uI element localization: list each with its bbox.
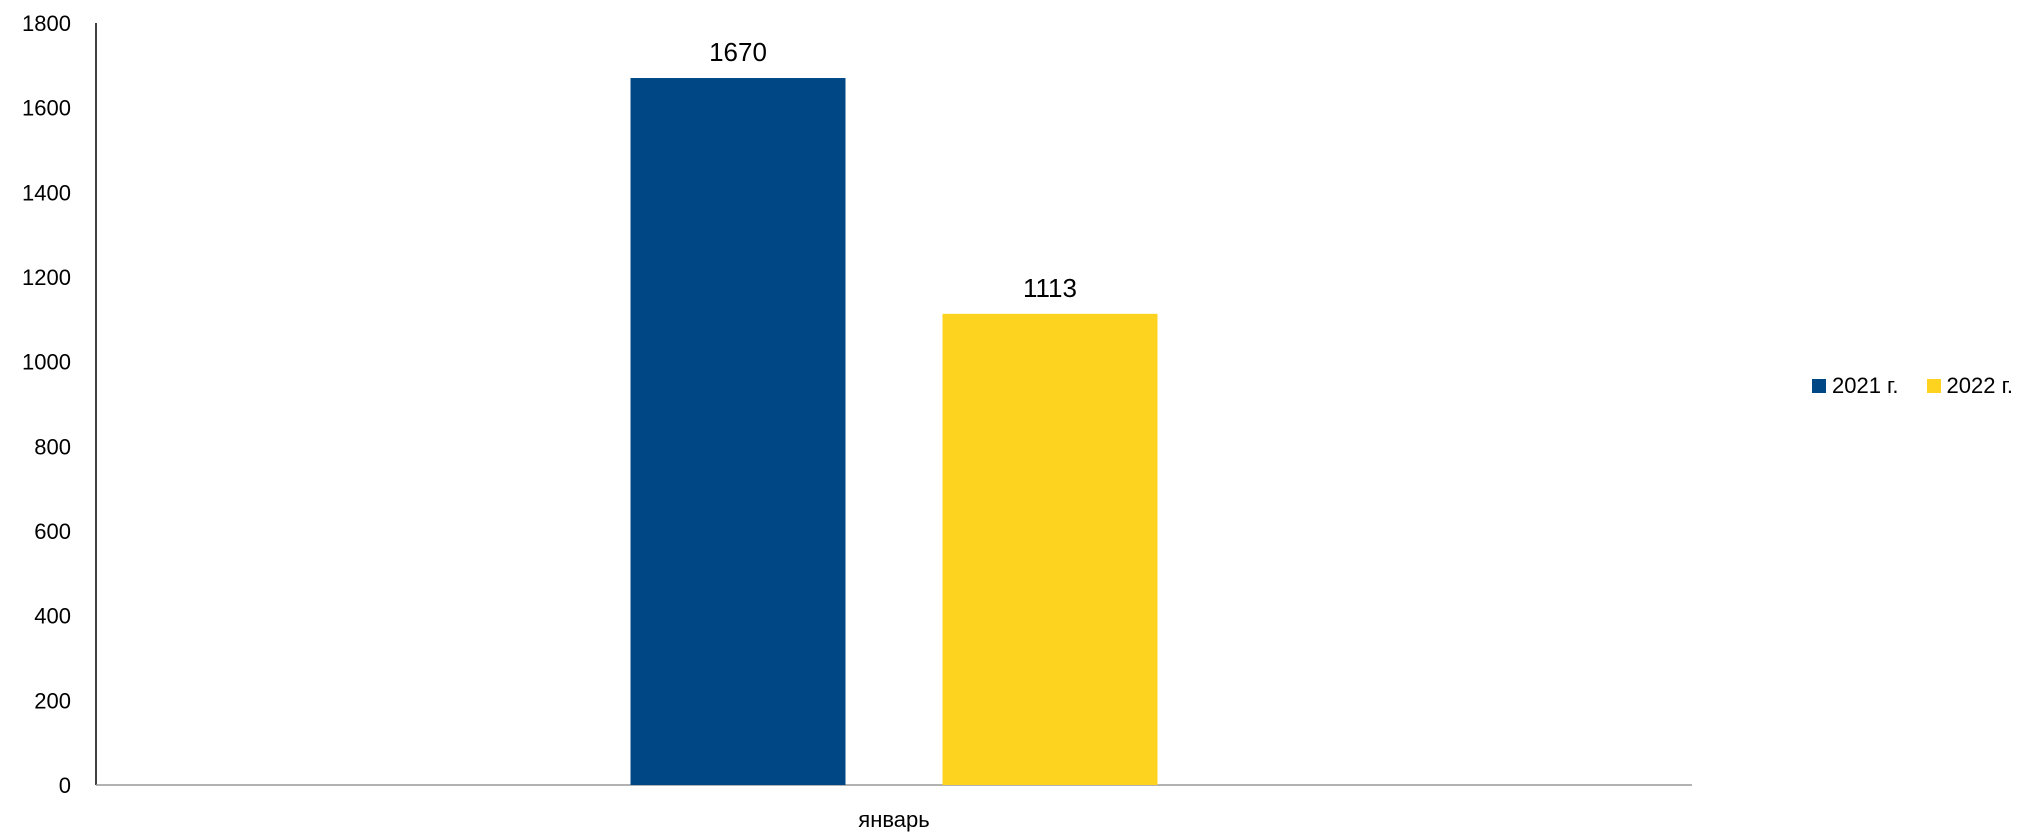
bar-2021 xyxy=(630,78,846,786)
y-tick-label: 1000 xyxy=(22,350,71,375)
bar-2022 xyxy=(942,313,1158,785)
y-tick-label: 1400 xyxy=(22,180,71,205)
legend-label-2021: 2021 г. xyxy=(1832,373,1899,398)
y-tick-label: 600 xyxy=(34,519,71,544)
y-tick-label: 1800 xyxy=(22,11,71,36)
legend-item-2022: 2022 г. xyxy=(1926,373,2014,399)
y-tick-label: 0 xyxy=(59,773,71,798)
legend-swatch-2021 xyxy=(1812,379,1826,393)
legend-swatch-2022 xyxy=(1926,379,1941,393)
data-label: 1113 xyxy=(1023,273,1077,303)
y-tick-label: 1600 xyxy=(22,96,71,121)
data-label: 1670 xyxy=(709,37,767,67)
y-tick-label: 1200 xyxy=(22,265,71,290)
y-tick-label: 200 xyxy=(34,688,71,713)
x-tick-label: январь xyxy=(858,807,929,832)
y-tick-label: 800 xyxy=(34,434,71,459)
y-tick-label: 400 xyxy=(34,604,71,629)
legend-label-2022: 2022 г. xyxy=(1946,373,2014,398)
legend-item-2021: 2021 г. xyxy=(1812,373,1899,399)
legend: 2021 г. 2022 г. xyxy=(1812,373,2013,399)
